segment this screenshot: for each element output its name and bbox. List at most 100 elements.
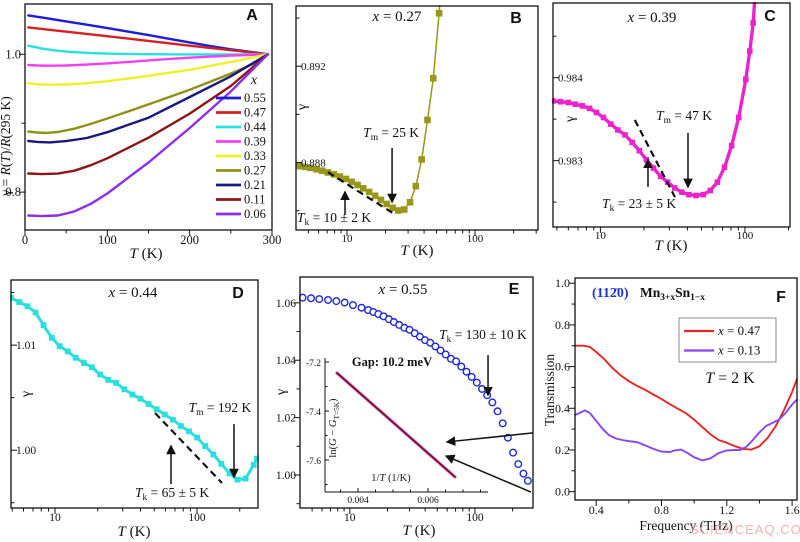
panel-e_inset-xtick-0.004: 0.004 (347, 496, 369, 506)
panel-a-series-0.11 (27, 53, 270, 176)
panel-c-annotation-4-fit-dashline (633, 119, 676, 198)
panel-f-xtick-0.4: 0.4 (589, 503, 604, 517)
legend-label-0.44: 0.44 (244, 120, 267, 134)
panel-e-x-axis-label: T (K) (403, 523, 436, 539)
panel-e_inset-plot-area (335, 371, 457, 479)
panel-b-title: x = 0.27 (372, 9, 422, 25)
panel-f-y-axis-label: Transmission (542, 354, 557, 427)
panel-f-annotation-1-text: Mn3+xSn1−x (640, 285, 705, 303)
panel-b-ytick-0.892: 0.892 (301, 61, 326, 73)
panel-e_inset-ytick--7.2: -7.2 (306, 359, 321, 369)
panel-b: Tm = 25 K Tk = 10 ± 2 K 10 100 0.892 0.888 T (… (295, 5, 539, 259)
panel-f-xtick-0.8: 0.8 (654, 503, 669, 517)
panel-d-frame (10, 279, 259, 509)
panel-a-ytick-1.0: 1.0 (5, 47, 21, 61)
panel-b-annotation-0-text: Tm = 25 K (363, 125, 419, 143)
panel-f-ytick-0.4: 0.4 (555, 401, 570, 415)
panel-b-annotation-4-fit-dashline (327, 171, 394, 215)
panel-a-label: A (246, 7, 258, 24)
legend-label-0.06: 0.06 (244, 207, 266, 221)
panel-e-series-x-0.55-markers (299, 293, 532, 485)
panel-c-ytick-0.983: 0.983 (558, 156, 583, 168)
panel-e-annotation-3-arrow (444, 454, 532, 493)
panel-d-annotation-0-text: Tm = 192 K (189, 400, 252, 418)
panel-b-xtick-100: 100 (467, 233, 484, 245)
panel-d-y-axis-label: γ (19, 391, 34, 398)
panel-c-y-axis-label: γ (563, 116, 578, 123)
panel-d-series-x-0.44-markers (10, 294, 259, 483)
legend-label-0.39: 0.39 (244, 135, 266, 149)
panel-f-label: F (776, 289, 786, 306)
panel-d-annotation-4-fit-dashline (154, 412, 223, 484)
panel-c-title: x = 0.39 (627, 10, 677, 26)
panel-a-legend: x 0.550.470.440.390.330.270.210.110.06 (216, 73, 267, 221)
panel-c-series-x-0.39-markers (552, 20, 756, 199)
panel-f-xtick-1.2: 1.2 (719, 503, 734, 517)
panel-f: (112̄0) Mn3+xSn1−x T = 2 K 0.4 0.8 1.2 1.6 0.0 0… (542, 276, 800, 533)
panel-f-series-x-0.13 (574, 398, 798, 462)
panel-e_inset-ytick--7.4: -7.4 (306, 408, 321, 418)
panel-e-plot-area (299, 293, 532, 485)
legend-label-0: x = 0.47 (717, 323, 761, 338)
panel-a: 0 100 200 300 1.0 0.8 T (K) γ = R(T)/R(295 K) Ax… (0, 3, 281, 262)
panel-d-xtick-10: 10 (49, 512, 61, 524)
panel-a-xtick-100: 100 (98, 233, 117, 247)
panel-e-label: E (509, 281, 520, 298)
panel-f-ytick-0.6: 0.6 (555, 360, 570, 374)
panel-a-series-0.06 (27, 53, 270, 218)
panel-c-xtick-100: 100 (737, 230, 754, 242)
legend-box (678, 317, 777, 363)
panel-e-ytick-1.04: 1.04 (276, 355, 296, 367)
panel-c-plot-area (552, 2, 757, 199)
panel-e-annotation-0-text: Tk = 130 ± 10 K (439, 327, 527, 345)
panel-e_inset-ytick--7.6: -7.6 (306, 457, 321, 467)
legend-label-0.55: 0.55 (244, 91, 266, 105)
panel-e-ytick-1.02: 1.02 (276, 413, 296, 425)
panel-a-series-0.44 (27, 44, 270, 56)
legend-label-0.33: 0.33 (244, 149, 266, 163)
panel-e_inset-annotation-0-text: Gap: 10.2 meV (352, 355, 432, 369)
legend-label-1: x = 0.13 (717, 343, 760, 358)
panel-e-title: x = 0.55 (378, 282, 428, 298)
panel-a-x-axis-label: T (K) (130, 246, 163, 262)
panel-b-xtick-10: 10 (341, 233, 353, 245)
panel-b-ytick-0.888: 0.888 (301, 158, 326, 170)
panel-c-x-axis-label: T (K) (655, 238, 688, 254)
panel-e-xtick-10: 10 (344, 512, 356, 524)
panel-e: Tk = 130 ± 10 K 10 100 1.06 1.04 1.02 1.00 T (K… (274, 276, 534, 539)
panel-d-xtick-100: 100 (188, 512, 206, 524)
panel-a-series-0.47 (27, 26, 270, 56)
panel-c-annotation-0-text: Tm = 47 K (656, 108, 712, 126)
panel-a-series-0.33 (27, 53, 270, 86)
panel-d-label: D (232, 285, 244, 302)
panel-a-series-0.21 (27, 53, 270, 144)
panel-a-series-0.39 (27, 53, 270, 67)
panel-d-annotation-2-text: Tk = 65 ± 5 K (135, 485, 209, 503)
panel-c-annotation-2-text: Tk = 23 ± 5 K (602, 196, 676, 214)
panel-a-ytick-0.8: 0.8 (5, 185, 21, 199)
panel-e_inset-y-axis-label: ln(G − GT=5K) (328, 398, 341, 458)
panel-d-ytick-1.01: 1.01 (16, 340, 36, 352)
panel-b-label: B (510, 10, 522, 27)
panel-d-x-axis-label: T (K) (118, 524, 151, 540)
panel-d-plot-area (10, 294, 259, 483)
panel-f-legend: x = 0.47 x = 0.13 (678, 317, 777, 363)
panel-e-annotation-2-arrow (445, 432, 534, 446)
legend-label-0.11: 0.11 (244, 193, 265, 207)
panel-b-y-axis-label: γ (295, 104, 310, 111)
panel-f-series-x-0.47 (574, 344, 798, 451)
panel-a-series-0.27 (27, 53, 270, 135)
panel-b-annotation-2-text: Tk = 10 ± 2 K (297, 210, 371, 228)
panel-d-ytick-1.00: 1.00 (16, 445, 36, 457)
panel-f-annotation-2-text: T = 2 K (705, 370, 755, 387)
panel-f-x-axis-label: Frequency (THz) (639, 518, 732, 533)
panel-e_inset-series-arrhenius-fit (336, 372, 456, 478)
panel-e-frame (299, 276, 534, 509)
panel-b-frame (295, 5, 539, 231)
panel-c-ytick-0.984: 0.984 (558, 73, 583, 85)
panel-a-y-axis-label: γ = R(T)/R(295 K) (0, 96, 13, 196)
panel-f-plot-area (574, 344, 798, 462)
legend-label-0.47: 0.47 (244, 106, 266, 120)
panel-e-xtick-100: 100 (466, 512, 484, 524)
